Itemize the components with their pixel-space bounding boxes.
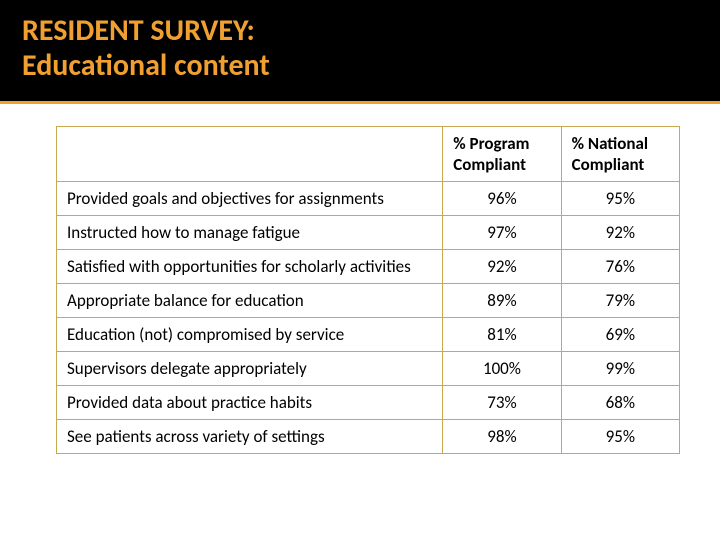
content-area: % Program Compliant % National Compliant… <box>0 104 720 454</box>
row-national: 68% <box>561 386 679 420</box>
table-row: Provided data about practice habits 73% … <box>57 386 680 420</box>
row-national: 95% <box>561 182 679 216</box>
row-label: Provided data about practice habits <box>57 386 443 420</box>
row-label: See patients across variety of settings <box>57 420 443 454</box>
table-row: Appropriate balance for education 89% 79… <box>57 284 680 318</box>
title-line-1: RESIDENT SURVEY: <box>22 14 698 49</box>
table-header-row: % Program Compliant % National Compliant <box>57 127 680 182</box>
table-row: Provided goals and objectives for assign… <box>57 182 680 216</box>
row-program: 96% <box>443 182 561 216</box>
row-national: 79% <box>561 284 679 318</box>
row-program: 81% <box>443 318 561 352</box>
row-program: 73% <box>443 386 561 420</box>
row-national: 92% <box>561 216 679 250</box>
table-row: Supervisors delegate appropriately 100% … <box>57 352 680 386</box>
header-national: % National Compliant <box>561 127 679 182</box>
row-national: 76% <box>561 250 679 284</box>
row-national: 95% <box>561 420 679 454</box>
table-row: Satisfied with opportunities for scholar… <box>57 250 680 284</box>
survey-table: % Program Compliant % National Compliant… <box>56 126 680 454</box>
row-program: 100% <box>443 352 561 386</box>
row-national: 69% <box>561 318 679 352</box>
title-line-2: Educational content <box>22 49 698 84</box>
row-program: 98% <box>443 420 561 454</box>
row-national: 99% <box>561 352 679 386</box>
table-row: Education (not) compromised by service 8… <box>57 318 680 352</box>
row-program: 92% <box>443 250 561 284</box>
table-row: See patients across variety of settings … <box>57 420 680 454</box>
title-bar: RESIDENT SURVEY: Educational content <box>0 0 720 104</box>
row-program: 89% <box>443 284 561 318</box>
row-label: Instructed how to manage fatigue <box>57 216 443 250</box>
row-label: Supervisors delegate appropriately <box>57 352 443 386</box>
row-label: Appropriate balance for education <box>57 284 443 318</box>
header-program: % Program Compliant <box>443 127 561 182</box>
header-blank <box>57 127 443 182</box>
row-label: Education (not) compromised by service <box>57 318 443 352</box>
row-label: Provided goals and objectives for assign… <box>57 182 443 216</box>
row-program: 97% <box>443 216 561 250</box>
table-row: Instructed how to manage fatigue 97% 92% <box>57 216 680 250</box>
row-label: Satisfied with opportunities for scholar… <box>57 250 443 284</box>
